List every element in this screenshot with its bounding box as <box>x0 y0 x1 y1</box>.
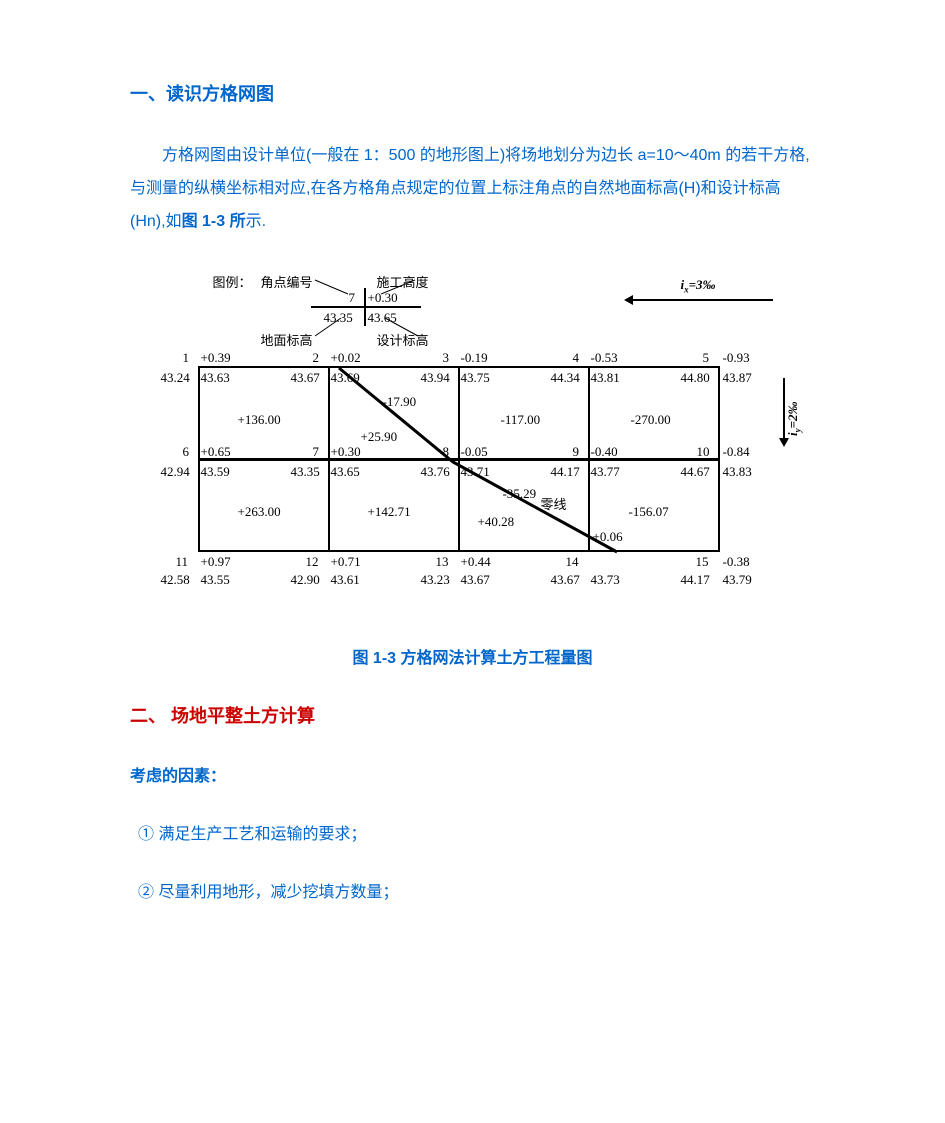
b2l: 43.67 <box>291 370 320 386</box>
n3: 3 <box>443 350 450 366</box>
intro-paragraph: 方格网图由设计单位(一般在 1：500 的地形图上)将场地划分为边长 a=10～… <box>130 140 815 238</box>
list-item-1: ① 满足生产工艺和运输的要求； <box>130 820 815 844</box>
zero-line-label: 零线 <box>541 494 567 513</box>
h3: -0.19 <box>461 350 488 366</box>
c7b: +40.28 <box>478 514 515 530</box>
b4r: 43.81 <box>591 370 620 386</box>
c3: -117.00 <box>501 412 541 428</box>
h15: -0.38 <box>723 554 750 570</box>
h8: -0.05 <box>461 444 488 460</box>
b11r: 43.55 <box>201 572 230 588</box>
c1: +136.00 <box>238 412 281 428</box>
n6: 6 <box>183 444 190 460</box>
h12: +0.71 <box>331 554 361 570</box>
b1r: 43.63 <box>201 370 230 386</box>
b1l: 43.24 <box>161 370 190 386</box>
n13: 13 <box>436 554 449 570</box>
n5: 5 <box>703 350 710 366</box>
b8r: 43.71 <box>461 464 490 480</box>
n11: 11 <box>176 554 189 570</box>
b2r: 43.69 <box>331 370 360 386</box>
b12l: 42.90 <box>291 572 320 588</box>
c4: -270.00 <box>631 412 671 428</box>
subheading-factors: 考虑的因素： <box>130 762 815 786</box>
figure-caption: 图 1-3 方格网法计算土方工程量图 <box>130 644 815 668</box>
b10r: 43.83 <box>723 464 752 480</box>
n7: 7 <box>313 444 320 460</box>
b7l: 43.35 <box>291 464 320 480</box>
h2: +0.02 <box>331 350 361 366</box>
heading-2: 二、 场地平整土方计算 <box>130 702 815 728</box>
grid-figure: 图例： 角点编号 施工高度 7 +0.30 43.35 43.65 地面标高 设… <box>143 264 803 624</box>
n4: 4 <box>573 350 580 366</box>
b4l: 44.34 <box>551 370 580 386</box>
b10l: 44.67 <box>681 464 710 480</box>
h10: -0.84 <box>723 444 750 460</box>
h5: -0.93 <box>723 350 750 366</box>
h7: +0.30 <box>331 444 361 460</box>
b7r: 43.65 <box>331 464 360 480</box>
c7a: -35.29 <box>503 486 537 502</box>
heading-1: 一、读识方格网图 <box>130 80 815 106</box>
b5l: 44.80 <box>681 370 710 386</box>
n15: 15 <box>696 554 709 570</box>
h13: +0.44 <box>461 554 491 570</box>
h11: +0.97 <box>201 554 231 570</box>
b11l: 42.58 <box>161 572 190 588</box>
list-item-2: ② 尽量利用地形，减少挖填方数量； <box>130 878 815 902</box>
n9: 9 <box>573 444 580 460</box>
b14r: 43.73 <box>591 572 620 588</box>
n2: 2 <box>313 350 320 366</box>
b12r: 43.61 <box>331 572 360 588</box>
n10: 10 <box>697 444 710 460</box>
page-container: 一、读识方格网图 方格网图由设计单位(一般在 1：500 的地形图上)将场地划分… <box>0 0 945 976</box>
para-text-bold: 图 1-3 所 <box>182 213 246 230</box>
b3r: 43.75 <box>461 370 490 386</box>
h9: -0.40 <box>591 444 618 460</box>
b15l: 44.17 <box>681 572 710 588</box>
c2b: +25.90 <box>361 429 398 445</box>
para-text-c: 示. <box>246 213 266 230</box>
c8: -156.07 <box>629 504 669 520</box>
b6l: 42.94 <box>161 464 190 480</box>
b5r: 43.87 <box>723 370 752 386</box>
n12: 12 <box>306 554 319 570</box>
n14: 14 <box>566 554 579 570</box>
c5: +263.00 <box>238 504 281 520</box>
n1: 1 <box>183 350 190 366</box>
b8l: 43.76 <box>421 464 450 480</box>
b14l: 43.67 <box>551 572 580 588</box>
b13l: 43.23 <box>421 572 450 588</box>
c2a: -17.90 <box>383 394 417 410</box>
b9l: 44.17 <box>551 464 580 480</box>
h1: +0.39 <box>201 350 231 366</box>
n8: 8 <box>443 444 450 460</box>
b15r: 43.79 <box>723 572 752 588</box>
h6: +0.65 <box>201 444 231 460</box>
h4: -0.53 <box>591 350 618 366</box>
b13r: 43.67 <box>461 572 490 588</box>
b3l: 43.94 <box>421 370 450 386</box>
c6: +142.71 <box>368 504 411 520</box>
b9r: 43.77 <box>591 464 620 480</box>
plus006: +0.06 <box>593 529 623 545</box>
b6r: 43.59 <box>201 464 230 480</box>
